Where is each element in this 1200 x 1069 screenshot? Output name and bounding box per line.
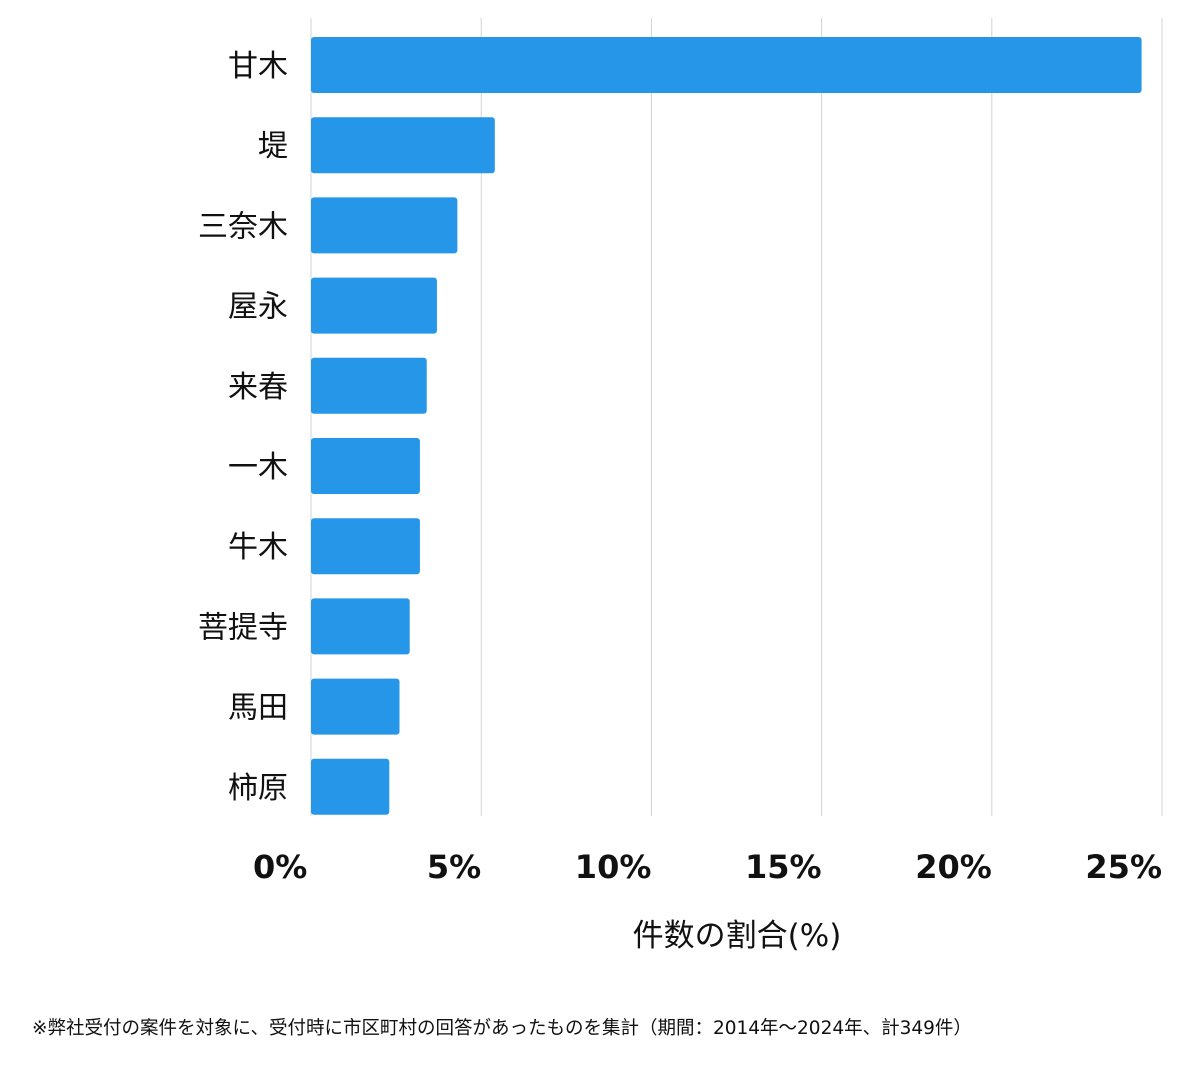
category-label: 屋永 (228, 290, 288, 325)
category-label: 甘木 (228, 49, 288, 84)
category-label: 堤 (258, 129, 288, 164)
x-tick-labels: 0% 5% 10% 15% 20% 25% (253, 848, 1162, 886)
bar (311, 197, 458, 254)
bar (311, 758, 390, 815)
bar (311, 438, 420, 494)
category-label: 馬田 (228, 691, 288, 726)
x-tick-label: 20% (915, 848, 992, 886)
category-label: 三奈木 (198, 209, 288, 244)
bar (311, 277, 437, 334)
x-tick-label: 25% (1085, 848, 1162, 886)
category-label: 来春 (228, 370, 288, 405)
bar (311, 598, 410, 655)
bar (311, 357, 427, 414)
footnote: ※弊社受付の案件を対象に、受付時に市区町村の回答があったものを集計（期間：201… (32, 1018, 972, 1039)
category-label: 牛木 (228, 530, 288, 565)
category-label: 菩提寺 (198, 610, 288, 645)
x-tick-label: 10% (575, 848, 652, 886)
category-label: 柿原 (228, 771, 288, 806)
bar (311, 37, 1142, 93)
x-tick-label: 0% (253, 848, 307, 886)
x-axis-title: 件数の割合(%) (633, 918, 842, 954)
x-tick-label: 15% (745, 848, 822, 886)
bar (311, 678, 400, 735)
category-label: 一木 (228, 450, 288, 485)
bar (311, 518, 420, 575)
bar (311, 117, 495, 174)
x-tick-label: 5% (427, 848, 481, 886)
bars (311, 37, 1142, 815)
